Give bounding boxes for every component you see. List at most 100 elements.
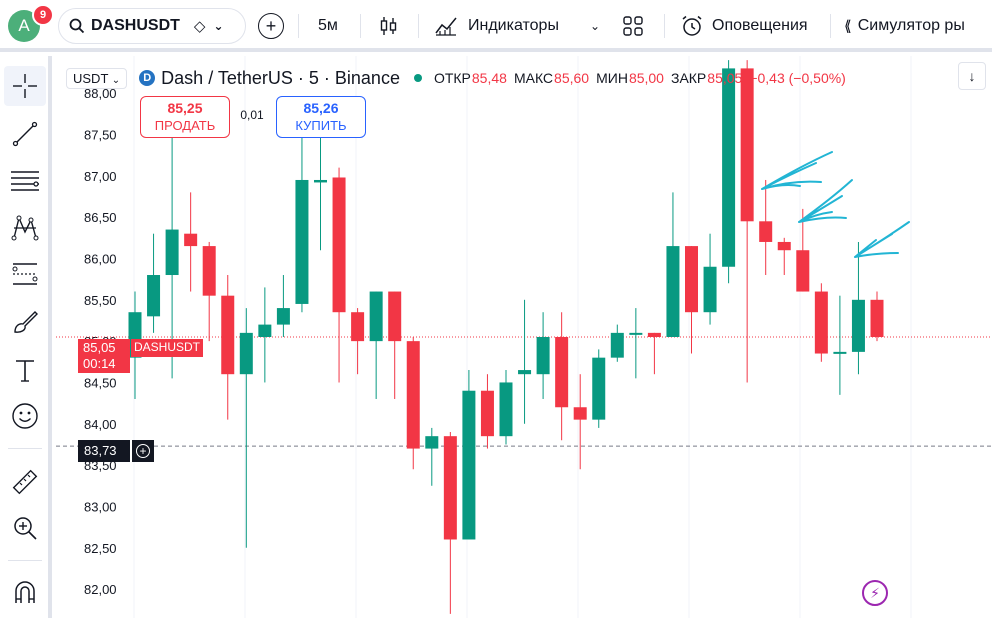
crosshair-price-tag: 83,73	[78, 440, 130, 462]
forecast-tool[interactable]	[4, 254, 46, 294]
candle	[666, 192, 680, 337]
rewind-icon: ⟨⟨	[844, 18, 851, 35]
pattern-icon	[11, 215, 39, 241]
price-tick-label: 86,00	[84, 251, 117, 266]
candles-icon	[380, 17, 397, 35]
chart-pane[interactable]: 88,00 87,50 87,00 86,50 86,00 85,50 85,00 84,50…	[56, 56, 992, 618]
measure-tool[interactable]	[4, 462, 46, 502]
price-tick-label: 86,50	[84, 210, 117, 225]
candle	[870, 291, 884, 342]
bar-countdown: 00:14	[83, 356, 116, 371]
price-tick-label: 84,50	[84, 375, 117, 390]
candle-body	[666, 246, 680, 337]
buy-button[interactable]: 85,26 КУПИТЬ	[276, 96, 366, 138]
price-tick-label: 82,00	[84, 582, 117, 597]
candle-body	[870, 299, 884, 337]
divider	[8, 448, 42, 449]
brush-tool[interactable]	[4, 302, 46, 342]
layout-button[interactable]	[622, 8, 644, 44]
price-tick-label: 85,50	[84, 293, 117, 308]
symbol-name: DASHUSDT	[91, 17, 180, 34]
candle	[833, 295, 847, 395]
candle-body	[147, 275, 161, 317]
currency-select[interactable]: USDT ⌄	[66, 67, 128, 89]
fib-tool[interactable]	[4, 160, 46, 200]
candle-body	[499, 382, 513, 437]
search-icon	[69, 18, 85, 34]
price-tick-label: 87,00	[84, 169, 117, 184]
crosshair-tool[interactable]	[4, 66, 46, 106]
chart-type-button[interactable]	[378, 8, 400, 44]
candle-body	[184, 233, 198, 247]
candle	[147, 233, 161, 333]
candle-body	[276, 308, 290, 325]
candle	[610, 324, 624, 362]
candle-body	[462, 390, 476, 540]
lightning-icon: ⚡	[870, 584, 880, 601]
candle-body	[610, 332, 624, 358]
indicators-button[interactable]: Индикаторы	[434, 8, 559, 44]
drawn-arrow	[761, 151, 833, 190]
candle-body	[722, 68, 736, 267]
candlestick-chart[interactable]: 88,00 87,50 87,00 86,50 86,00 85,50 85,00 84,50…	[56, 56, 992, 618]
compare-button[interactable]: +	[258, 8, 284, 44]
indicators-dropdown[interactable]: ⌄	[590, 8, 600, 44]
indicators-icon	[435, 17, 457, 36]
currency-value: USDT	[73, 70, 109, 86]
forecast-icon	[12, 263, 38, 285]
instrument-title: Dash / TetherUS · 5 · Binance	[161, 67, 400, 88]
symbol-search[interactable]: DASHUSDT ◇ ⌄	[58, 8, 246, 44]
divider	[664, 14, 665, 38]
grid-icon	[623, 16, 643, 36]
candle-body	[592, 357, 606, 420]
candle	[592, 349, 606, 428]
candle-body	[814, 291, 828, 354]
candle-body	[740, 68, 754, 222]
top-toolbar: A 9 DASHUSDT ◇ ⌄ + 5м Индикаторы ⌄ Опове…	[0, 0, 992, 52]
high-value: 85,60	[554, 70, 590, 86]
candle-body	[388, 291, 402, 342]
candle	[703, 233, 717, 325]
open-label: ОТКР	[433, 70, 471, 86]
candle-body	[777, 241, 791, 251]
candle-body	[258, 324, 272, 337]
buy-price: 85,26	[303, 100, 339, 116]
high-label: МАКС	[513, 70, 554, 86]
price-tick-label: 82,50	[84, 541, 117, 556]
buy-label: КУПИТЬ	[295, 118, 347, 133]
last-price-tag: 85,05 00:14	[78, 339, 130, 373]
divider	[830, 14, 831, 38]
candle-body	[165, 229, 179, 276]
text-tool[interactable]	[4, 350, 46, 390]
pattern-tool[interactable]	[4, 208, 46, 248]
candle-body	[759, 221, 773, 242]
quick-action-button[interactable]: ⚡	[862, 580, 888, 606]
drawn-arrow	[854, 221, 910, 258]
replay-button[interactable]: ⟨⟨ Симулятор ры	[844, 8, 965, 44]
candle-body	[629, 332, 643, 335]
candle	[369, 291, 383, 399]
candle-body	[425, 436, 439, 449]
sell-button[interactable]: 85,25 ПРОДАТЬ	[140, 96, 230, 138]
alerts-button[interactable]: Оповещения	[680, 8, 808, 44]
zoom-in-icon	[14, 517, 37, 540]
candle	[722, 60, 736, 284]
magnet-tool[interactable]	[4, 572, 46, 612]
candle	[518, 299, 532, 424]
candle	[573, 374, 587, 470]
candle	[647, 332, 661, 375]
chart-legend: USDT ⌄ D Dash / TetherUS · 5 · Binance О…	[66, 66, 853, 90]
candle-body	[443, 436, 457, 540]
magnet-icon	[15, 581, 35, 603]
candle	[406, 337, 420, 470]
collapse-legend-button[interactable]: ↓	[958, 62, 986, 90]
emoji-tool[interactable]	[4, 396, 46, 436]
candle	[740, 60, 754, 383]
trend-line-tool[interactable]	[4, 114, 46, 154]
zoom-tool[interactable]	[4, 508, 46, 548]
interval-button[interactable]: 5м	[318, 17, 338, 34]
add-order-button[interactable]: +	[132, 440, 154, 462]
candle-body	[202, 246, 216, 296]
candle	[796, 208, 810, 292]
candle	[499, 370, 513, 445]
